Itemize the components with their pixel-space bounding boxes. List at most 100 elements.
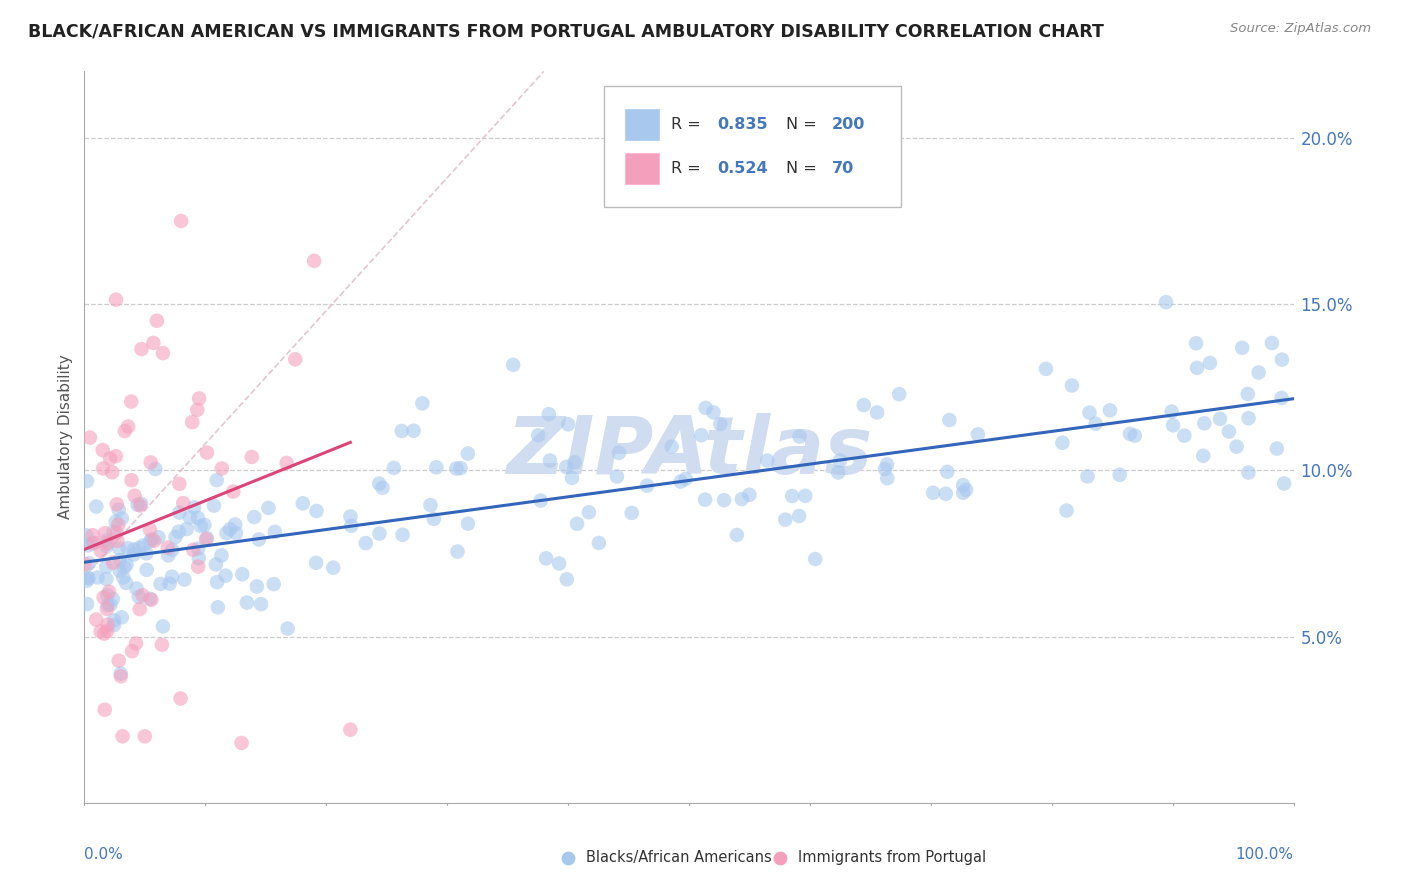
Point — [938, 413, 960, 427]
Text: ZIPAtlas: ZIPAtlas — [506, 413, 872, 491]
Point — [121, 644, 143, 658]
Point — [243, 510, 266, 524]
Point — [131, 342, 153, 356]
Point — [1194, 417, 1216, 431]
Point — [110, 669, 132, 683]
Point — [157, 549, 180, 563]
Point — [561, 471, 583, 485]
Point — [105, 525, 128, 540]
Point — [181, 542, 204, 557]
Point — [277, 622, 299, 636]
Point — [555, 460, 578, 475]
Point — [152, 619, 174, 633]
Point — [263, 524, 285, 539]
Point — [794, 489, 817, 503]
Point — [340, 518, 363, 533]
Point — [263, 577, 285, 591]
Point — [104, 449, 127, 463]
Point — [1123, 428, 1146, 442]
Point — [207, 600, 229, 615]
Point — [675, 472, 697, 486]
Point — [425, 460, 447, 475]
Point — [368, 476, 391, 491]
Point — [1078, 406, 1101, 420]
Point — [134, 729, 156, 743]
Point — [162, 543, 184, 558]
Point — [77, 557, 100, 571]
Point — [96, 540, 118, 554]
Point — [139, 591, 162, 606]
Point — [97, 598, 120, 612]
Point — [457, 516, 479, 531]
Text: N =: N = — [786, 161, 821, 176]
Point — [565, 516, 588, 531]
Point — [952, 485, 974, 500]
Point — [91, 461, 114, 475]
Point — [250, 597, 273, 611]
Point — [86, 570, 108, 584]
Point — [231, 567, 253, 582]
Point — [1119, 426, 1142, 441]
Point — [96, 572, 118, 586]
Point — [107, 502, 129, 516]
Point — [291, 496, 314, 510]
Y-axis label: Ambulatory Disability: Ambulatory Disability — [58, 355, 73, 519]
Point — [922, 485, 945, 500]
Point — [305, 556, 328, 570]
Point — [120, 394, 142, 409]
Point — [423, 512, 446, 526]
Point — [146, 314, 169, 328]
Text: Source: ZipAtlas.com: Source: ZipAtlas.com — [1230, 22, 1371, 36]
Point — [205, 473, 228, 487]
Point — [1052, 435, 1074, 450]
Point — [284, 352, 307, 367]
Point — [121, 473, 143, 487]
Point — [787, 508, 810, 523]
Point — [1237, 411, 1260, 425]
Point — [141, 592, 163, 607]
Point — [1161, 418, 1184, 433]
Point — [936, 465, 959, 479]
Point — [713, 493, 735, 508]
Point — [695, 401, 717, 415]
Point — [98, 598, 121, 612]
Point — [152, 346, 174, 360]
Point — [75, 528, 97, 542]
Point — [94, 703, 117, 717]
Point — [187, 559, 209, 574]
Point — [187, 511, 209, 525]
Point — [124, 489, 146, 503]
Text: Blacks/African Americans: Blacks/African Americans — [586, 850, 772, 865]
Point — [90, 624, 112, 639]
Point — [107, 533, 129, 548]
Point — [1160, 404, 1182, 418]
Point — [402, 424, 425, 438]
Point — [111, 610, 134, 624]
Point — [852, 398, 875, 412]
Point — [129, 497, 152, 511]
Point — [1237, 466, 1260, 480]
Point — [128, 541, 150, 555]
Point — [169, 506, 191, 520]
FancyBboxPatch shape — [605, 86, 901, 207]
Point — [187, 551, 209, 566]
Point — [1247, 366, 1270, 380]
Point — [179, 510, 201, 524]
Point — [690, 428, 713, 442]
Point — [107, 654, 129, 668]
Point — [108, 541, 131, 556]
Point — [172, 496, 194, 510]
Text: 0.524: 0.524 — [717, 161, 768, 176]
Point — [96, 602, 118, 616]
Point — [135, 546, 157, 560]
Point — [1226, 440, 1249, 454]
Point — [889, 387, 911, 401]
Point — [160, 569, 183, 583]
Point — [1084, 417, 1107, 431]
Point — [935, 487, 957, 501]
Point — [661, 440, 683, 454]
Point — [1199, 356, 1222, 370]
Point — [1230, 341, 1253, 355]
Point — [101, 556, 124, 570]
Point — [103, 613, 125, 627]
